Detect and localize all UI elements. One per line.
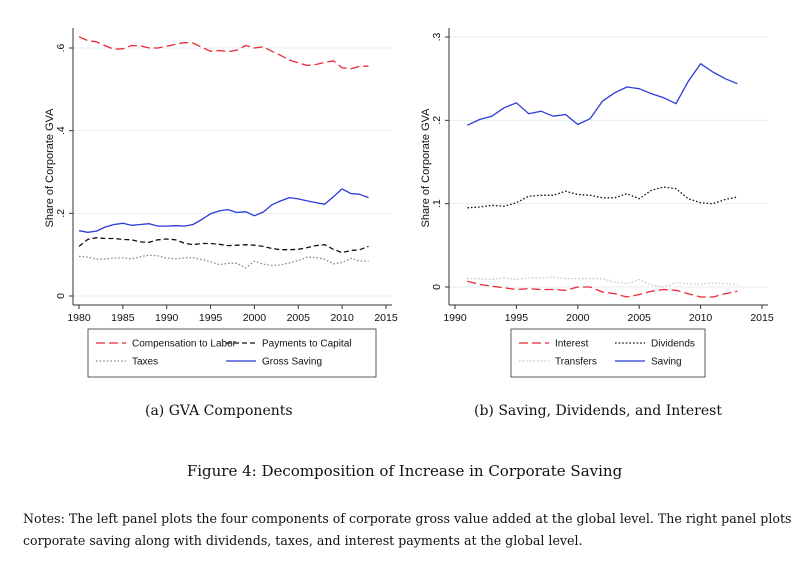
panel-b-y-axis-title: Share of Corporate GVA bbox=[420, 108, 432, 228]
panel-b-legend-label: Transfers bbox=[555, 357, 597, 368]
panel-a-caption: (a) GVA Components bbox=[145, 403, 293, 419]
panel-a-legend-label: Taxes bbox=[132, 357, 158, 368]
panel-b: 0 .1 .2 .3 1990 1995 2000 2005 2010 2015 Share of … bbox=[420, 28, 774, 378]
panel-a-y-axis-title: Share of Corporate GVA bbox=[44, 108, 56, 228]
panel-a-legend-label: Gross Saving bbox=[262, 357, 322, 368]
panel-b-series-dividends bbox=[467, 186, 738, 209]
panel-b-y-tick-label: .2 bbox=[431, 116, 443, 125]
panel-b-legend-label: Saving bbox=[651, 357, 682, 368]
panel-b-legend-label: Dividends bbox=[651, 339, 695, 350]
panel-a-series-taxes bbox=[78, 254, 369, 269]
panel-a-x-tick-label: 1990 bbox=[155, 312, 179, 324]
panel-b-series-saving bbox=[467, 63, 738, 126]
panel-a-x-tick-label: 2015 bbox=[374, 312, 398, 324]
panel-b-series-transfers bbox=[467, 276, 738, 288]
panel-b-x-tick-label: 2005 bbox=[628, 312, 652, 324]
panel-b-x-tick-label: 2015 bbox=[750, 312, 774, 324]
panel-a-legend-box bbox=[87, 328, 377, 378]
panel-b-x-tick-label: 2000 bbox=[566, 312, 590, 324]
panel-b-x-tick-label: 1995 bbox=[505, 312, 529, 324]
panel-a-x-tick-label: 2000 bbox=[243, 312, 267, 324]
panel-b-legend-box bbox=[510, 328, 706, 378]
panel-b-legend-label: Interest bbox=[555, 339, 589, 350]
figure-caption: Figure 4: Decomposition of Increase in C… bbox=[186, 462, 623, 480]
panel-a-y-tick-label: .2 bbox=[55, 209, 67, 218]
panel-b-y-tick-label: .3 bbox=[431, 32, 443, 41]
panel-a-x-tick-label: 2005 bbox=[287, 312, 311, 324]
panel-b-legend: Interest Dividends Transfers Saving bbox=[510, 328, 706, 378]
panel-a-series-gross-saving bbox=[78, 188, 369, 233]
panel-a-y-tick-label: 0 bbox=[55, 293, 67, 299]
panel-a-x-tick-label: 1980 bbox=[67, 312, 91, 324]
panel-b-x-tick-label: 2010 bbox=[689, 312, 713, 324]
panel-a-legend: Compensation to Labor Payments to Capital… bbox=[87, 328, 377, 378]
panel-b-caption: (b) Saving, Dividends, and Interest bbox=[474, 403, 722, 419]
panel-a-y-tick-label: .4 bbox=[55, 126, 67, 135]
panel-a-legend-label: Compensation to Labor bbox=[132, 339, 237, 350]
panel-a-legend-label: Payments to Capital bbox=[262, 339, 352, 350]
panel-a-x-tick-label: 2010 bbox=[330, 312, 354, 324]
panel-a-x-tick-label: 1985 bbox=[111, 312, 135, 324]
panel-a: 0 .2 .4 .6 1980 1985 1990 1995 2000 2005 2010 2015 S… bbox=[44, 28, 398, 378]
panel-a-series-payments-to-capital bbox=[78, 237, 369, 254]
panel-b-y-tick-label: 0 bbox=[431, 284, 443, 290]
figure-notes: Notes: The left panel plots the four com… bbox=[23, 511, 792, 548]
panel-b-series-interest bbox=[467, 280, 738, 298]
panel-a-y-tick-label: .6 bbox=[55, 43, 67, 52]
panel-b-x-tick-label: 1990 bbox=[443, 312, 467, 324]
panel-a-x-tick-label: 1995 bbox=[199, 312, 223, 324]
panel-b-y-tick-label: .1 bbox=[431, 199, 443, 208]
figure-panels: 0 .2 .4 .6 1980 1985 1990 1995 2000 2005 2010 2015 S… bbox=[44, 28, 774, 378]
panel-a-series-compensation-to-labor bbox=[78, 36, 369, 70]
